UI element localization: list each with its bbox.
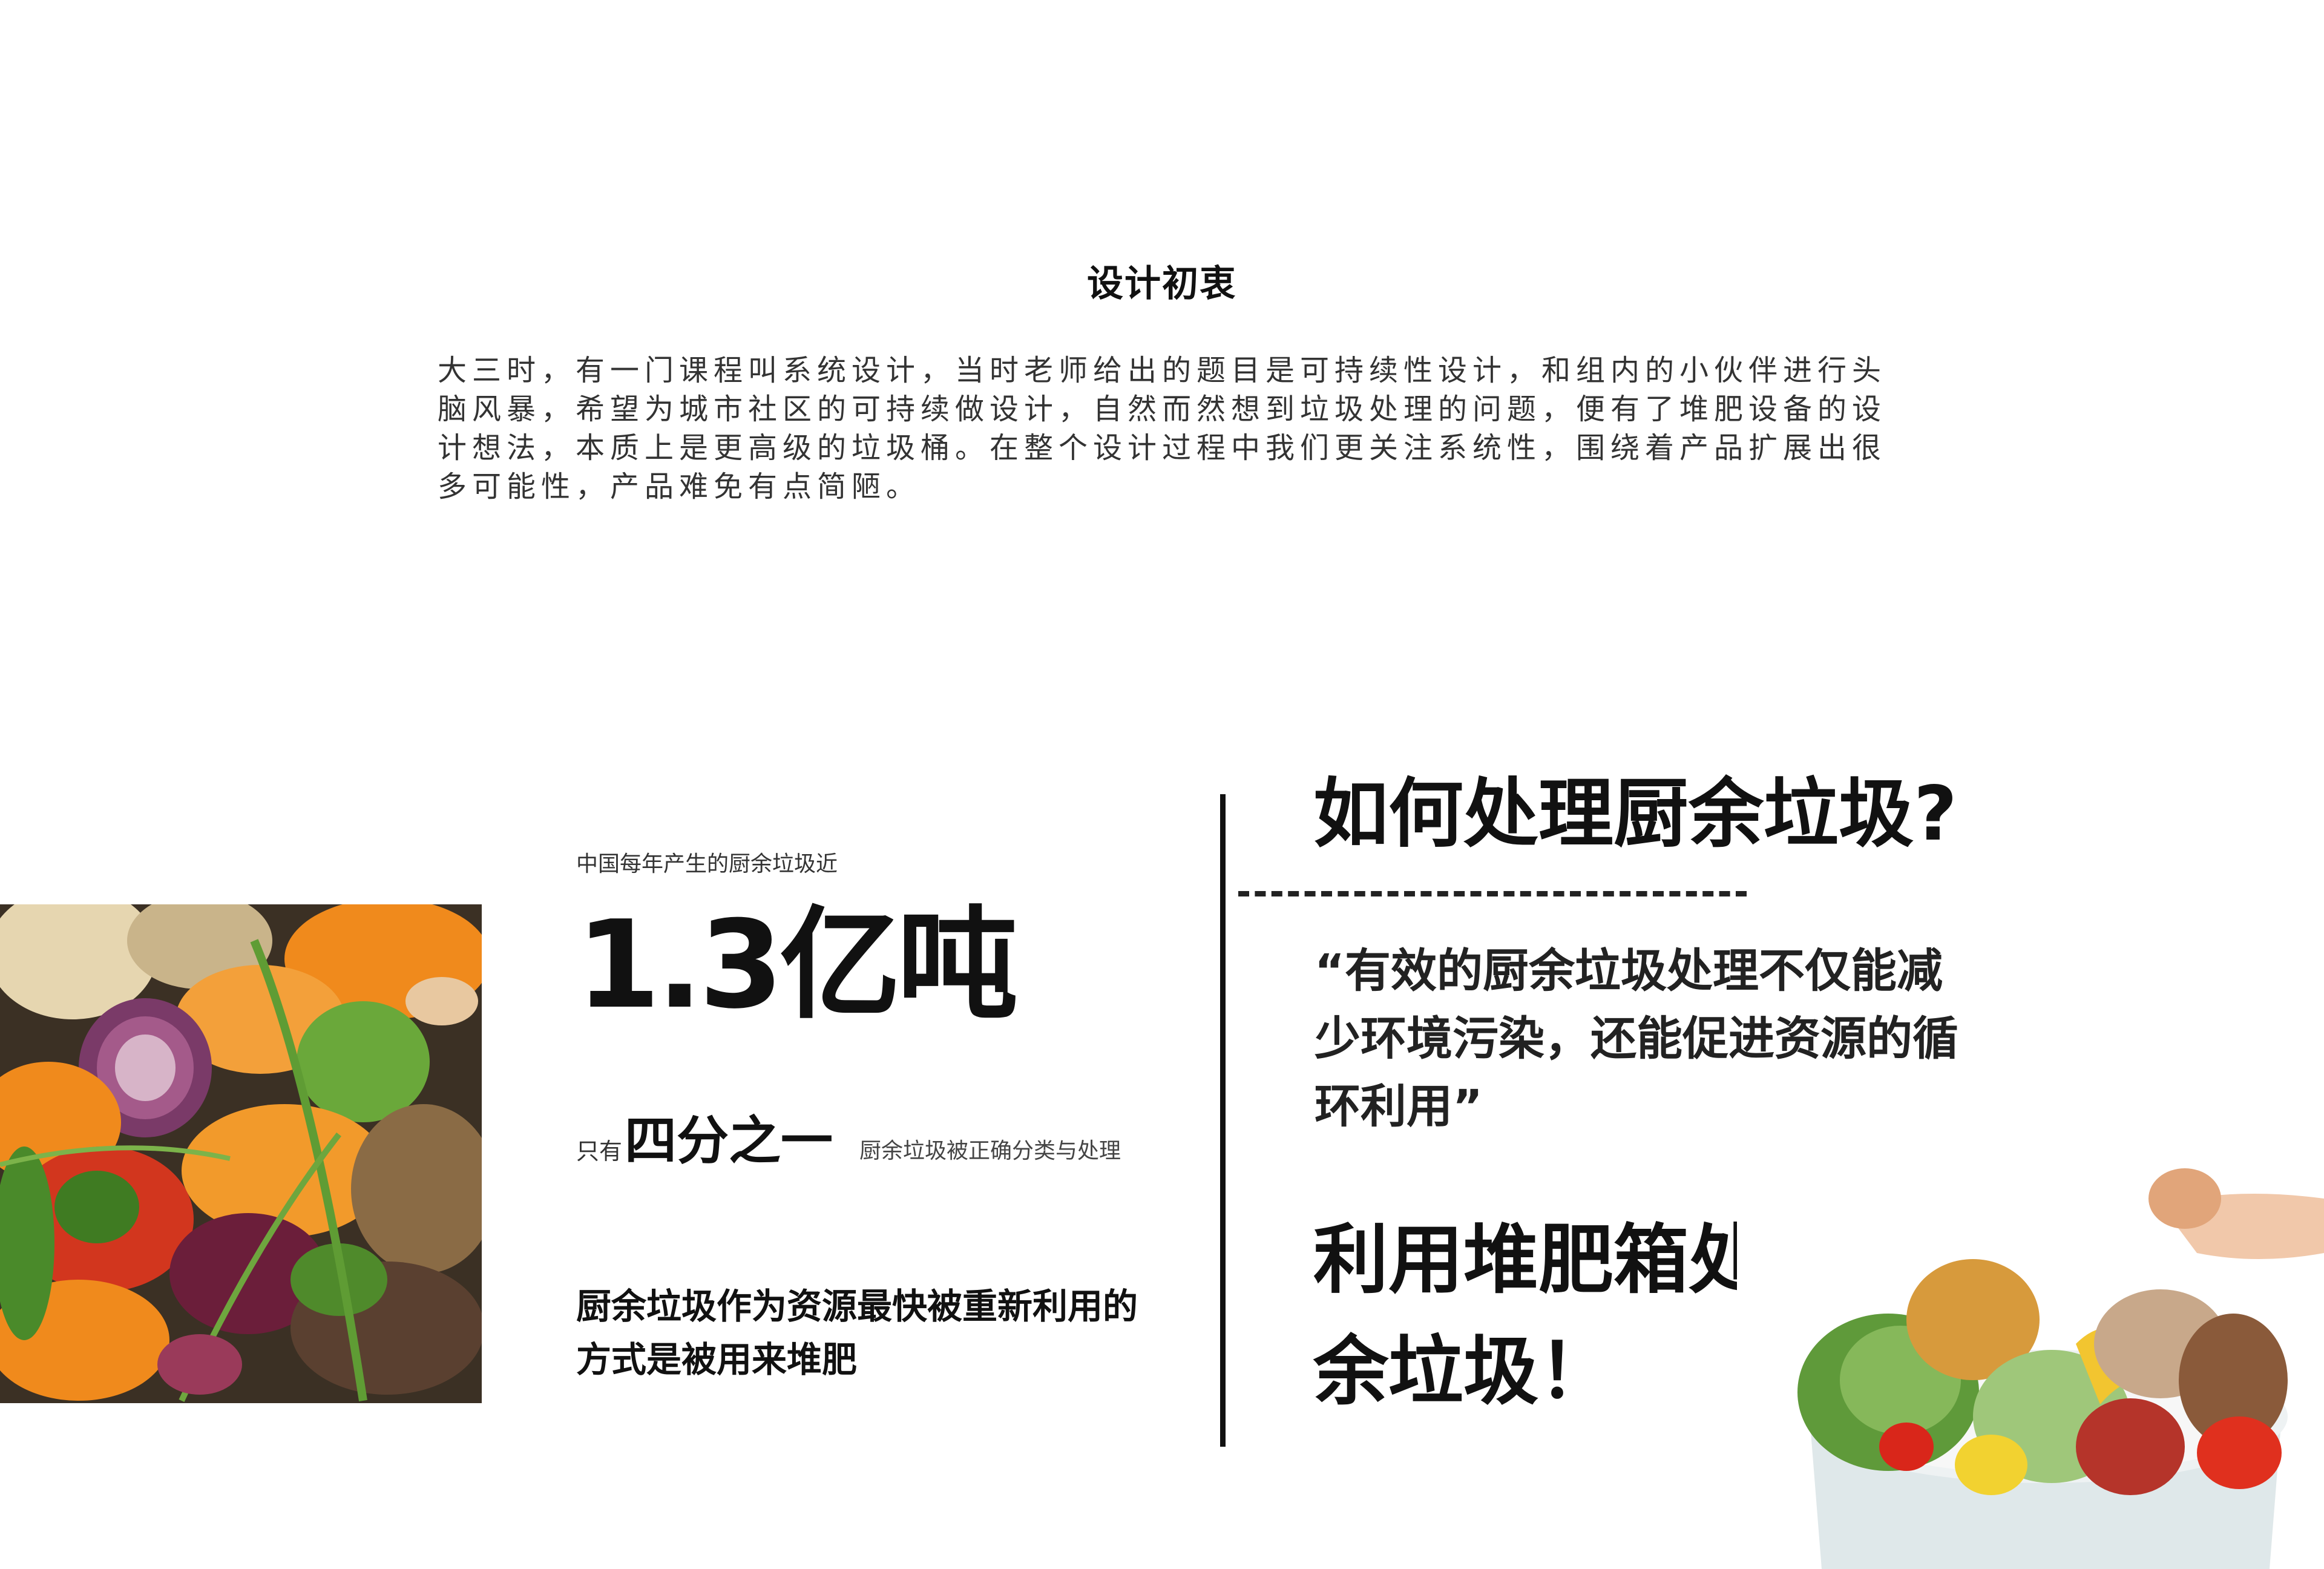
quote-text: “有效的厨余垃圾处理不仅能减少环境污染，还能促进资源的循环利用”: [1315, 944, 1958, 1133]
quarter-stat-row: 只有 四分之一 厨余垃圾被正确分类与处理: [576, 1108, 1121, 1174]
quarter-prefix: 只有: [576, 1138, 623, 1165]
intro-paragraph: 大三时，有一门课程叫系统设计，当时老师给出的题目是可持续性设计，和组内的小伙伴进…: [438, 354, 1887, 504]
stat-big-number: 1.3亿吨: [576, 895, 1018, 1036]
dashed-divider: [1238, 891, 1747, 896]
compost-bin-illustration: [1737, 1162, 2324, 1569]
question-heading: 如何处理厨余垃圾?: [1313, 771, 1957, 858]
quarter-highlight: 四分之一: [625, 1111, 833, 1171]
compost-note: 厨余垃圾作为资源最快被重新利用的方式是被用来堆肥: [576, 1286, 1138, 1380]
food-scraps-photo: [0, 904, 482, 1403]
quarter-suffix: 厨余垃圾被正确分类与处理: [859, 1139, 1121, 1163]
vertical-divider: [1220, 794, 1226, 1447]
food-scraps-illustration: [0, 904, 482, 1403]
compost-bin-photo: [1737, 1162, 2324, 1569]
section-title: 设计初衷: [1087, 263, 1237, 305]
stat-caption: 中国每年产生的厨余垃圾近: [576, 852, 838, 877]
